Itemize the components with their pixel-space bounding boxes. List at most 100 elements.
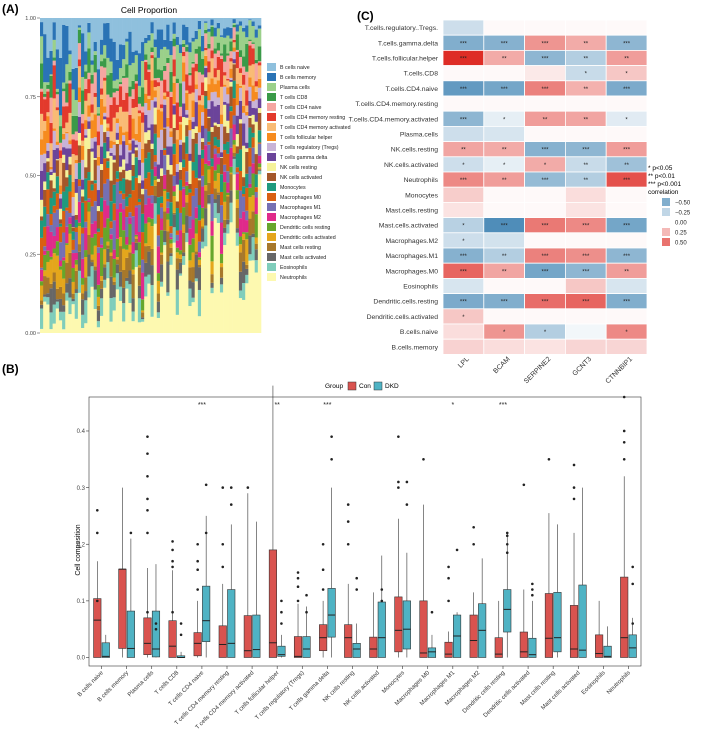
column-label: GCNT3 xyxy=(571,356,593,378)
bar-segment xyxy=(103,158,107,184)
bar-segment xyxy=(201,141,205,150)
bar-segment xyxy=(188,72,192,76)
bar-segment xyxy=(229,222,233,333)
bar-segment xyxy=(99,164,104,170)
bar-segment xyxy=(112,80,117,89)
bar-segment xyxy=(210,235,214,262)
bar-segment xyxy=(99,197,104,212)
bar-segment xyxy=(238,252,243,272)
bar-segment xyxy=(210,58,214,79)
bar-segment xyxy=(159,264,164,282)
bar-segment xyxy=(194,233,199,252)
y-tick-label: 0.2 xyxy=(77,542,86,548)
bar-segment xyxy=(74,259,79,265)
bar-segment xyxy=(62,311,66,330)
cell-annotation: *** xyxy=(541,254,549,260)
box xyxy=(352,643,361,658)
bar-segment xyxy=(112,203,117,221)
bar-segment xyxy=(201,51,205,59)
bar-segment xyxy=(77,102,82,117)
legend-label-dkd: DKD xyxy=(385,383,399,390)
bar-segment xyxy=(185,215,189,233)
bar-segment xyxy=(235,34,240,50)
box xyxy=(252,614,261,658)
bar-segment xyxy=(235,232,240,246)
bar-segment xyxy=(58,298,63,312)
bar-segment xyxy=(172,242,177,333)
outlier-point xyxy=(531,582,534,586)
bar-segment xyxy=(150,218,154,227)
bar-segment xyxy=(52,60,57,66)
bar-segment xyxy=(169,202,173,227)
bar-segment xyxy=(213,170,218,181)
group-legend: Group Con DKD xyxy=(325,381,399,391)
row-label: Neutrophils xyxy=(404,177,439,184)
bar-segment xyxy=(248,65,252,78)
bar-segment xyxy=(106,158,110,162)
panel-label-b: (B) xyxy=(2,362,19,376)
bar-segment xyxy=(210,287,214,294)
bar-segment xyxy=(128,270,132,285)
bar-segment xyxy=(185,185,189,196)
bar-segment xyxy=(112,162,117,185)
bar-segment xyxy=(141,122,145,149)
bar-segment xyxy=(93,54,98,73)
bar-segment xyxy=(74,192,79,215)
bar-segment xyxy=(58,242,63,261)
bar-segment xyxy=(141,259,145,273)
bar-segment xyxy=(90,75,94,84)
bar-segment xyxy=(197,29,202,47)
bar-segment xyxy=(144,204,148,224)
bar-segment xyxy=(204,50,208,56)
bar-segment xyxy=(65,226,69,244)
bar-segment xyxy=(122,45,126,60)
bar-segment xyxy=(204,246,208,333)
row-label: Eosinophils xyxy=(403,284,438,291)
bar-segment xyxy=(65,18,69,26)
bar-segment xyxy=(185,18,189,27)
bar-segment xyxy=(172,127,177,144)
cell-annotation: *** xyxy=(541,269,549,275)
bar-segment xyxy=(128,96,132,115)
bar-segment xyxy=(210,25,214,27)
bar-segment xyxy=(191,252,195,268)
cell-annotation: *** xyxy=(623,41,631,47)
bar-segment xyxy=(141,321,145,333)
bar-segment xyxy=(204,22,208,30)
outlier-point xyxy=(95,531,99,535)
bar-segment xyxy=(251,64,255,86)
bar-segment xyxy=(251,18,255,22)
bar-segment xyxy=(226,153,230,172)
bar-segment xyxy=(125,163,129,171)
bar-segment xyxy=(172,143,177,155)
bar-segment xyxy=(150,47,154,53)
outlier-point xyxy=(355,576,359,580)
cell-annotation: *** xyxy=(623,254,631,260)
bar-segment xyxy=(58,57,63,116)
bar-segment xyxy=(84,78,88,89)
bar-segment xyxy=(156,301,161,313)
bar-segment xyxy=(40,300,44,305)
bar-segment xyxy=(147,64,151,70)
bar-segment xyxy=(68,50,72,55)
bar-segment xyxy=(204,77,208,91)
bar-segment xyxy=(99,61,104,67)
cell-annotation: *** xyxy=(582,269,590,275)
bar-segment xyxy=(43,254,47,271)
bar-segment xyxy=(141,42,145,61)
bar-segment xyxy=(238,236,243,245)
bar-segment xyxy=(182,142,186,160)
bar-segment xyxy=(159,196,164,204)
bar-segment xyxy=(43,82,47,95)
bar-segment xyxy=(144,79,148,94)
bar-segment xyxy=(125,18,129,39)
bar-segment xyxy=(144,102,148,115)
box xyxy=(302,636,311,658)
bar-segment xyxy=(93,72,98,93)
bar-segment xyxy=(156,197,161,215)
bar-segment xyxy=(49,283,53,289)
bar-segment xyxy=(81,196,85,203)
bar-segment xyxy=(147,139,151,153)
bar-segment xyxy=(216,124,221,127)
bar-segment xyxy=(163,46,167,66)
